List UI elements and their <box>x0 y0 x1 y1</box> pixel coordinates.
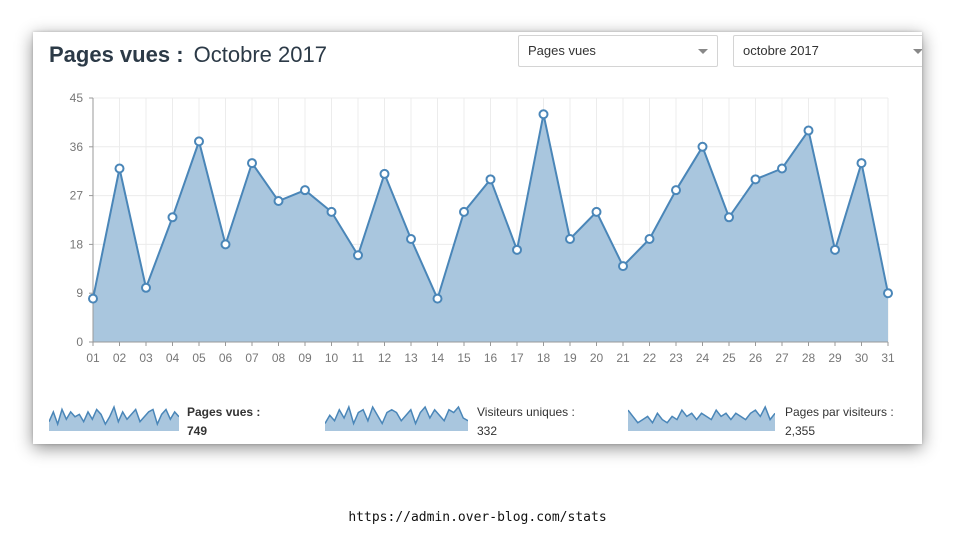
x-tick-label: 22 <box>643 351 657 365</box>
page-title: Pages vues : Octobre 2017 <box>49 42 327 68</box>
sparkline-area <box>628 407 775 431</box>
x-tick-label: 06 <box>219 351 233 365</box>
data-point <box>591 206 602 217</box>
x-tick-label: 31 <box>881 351 895 365</box>
summary-pageviews-value: 749 <box>187 424 208 438</box>
x-tick-label: 15 <box>457 351 471 365</box>
x-tick-label: 24 <box>696 351 710 365</box>
chevron-down-icon <box>913 49 922 54</box>
sparkline-line <box>49 404 179 427</box>
y-tick-label: 9 <box>76 286 83 300</box>
data-point <box>803 125 814 136</box>
data-point <box>671 185 681 196</box>
x-tick-label: 28 <box>802 351 816 365</box>
x-tick-label: 21 <box>616 351 630 365</box>
data-point <box>512 244 522 255</box>
data-point <box>724 212 734 223</box>
data-point <box>830 244 840 255</box>
x-tick-label: 18 <box>537 351 551 365</box>
month-select-value: octobre 2017 <box>743 43 819 58</box>
x-tick-label: 16 <box>484 351 498 365</box>
x-tick-label: 10 <box>325 351 339 365</box>
x-tick-label: 07 <box>245 351 259 365</box>
x-tick-label: 20 <box>590 351 604 365</box>
x-tick-label: 03 <box>139 351 153 365</box>
x-tick-label: 29 <box>828 351 842 365</box>
data-point <box>273 196 284 207</box>
x-tick-label: 14 <box>431 351 445 365</box>
title-label: Pages vues : <box>49 42 184 67</box>
data-point <box>697 141 708 152</box>
series-area <box>93 114 888 343</box>
data-point <box>883 288 893 299</box>
y-tick-label: 27 <box>70 189 84 203</box>
data-point <box>432 293 443 304</box>
x-tick-label: 13 <box>404 351 418 365</box>
data-point <box>247 158 257 169</box>
data-point <box>406 233 416 244</box>
title-period: Octobre 2017 <box>193 42 327 67</box>
data-point <box>353 250 363 261</box>
y-tick-label: 0 <box>76 335 83 349</box>
x-tick-label: 04 <box>166 351 180 365</box>
y-tick-label: 36 <box>70 140 84 154</box>
data-point <box>538 109 549 120</box>
stats-card: Pages vues : Octobre 2017 Pages vues oct… <box>33 32 922 444</box>
x-tick-label: 01 <box>86 351 100 365</box>
data-point <box>644 233 655 244</box>
x-tick-label: 19 <box>563 351 577 365</box>
data-point <box>459 206 469 217</box>
data-point <box>300 185 310 196</box>
source-url: https://admin.over-blog.com/stats <box>348 510 607 525</box>
data-point <box>326 206 337 217</box>
data-point <box>379 168 390 179</box>
x-tick-label: 02 <box>113 351 127 365</box>
data-point <box>194 136 204 147</box>
x-tick-label: 17 <box>510 351 524 365</box>
sparkline-line <box>325 404 468 426</box>
metric-select-value: Pages vues <box>528 43 596 58</box>
metric-select[interactable]: Pages vues <box>518 35 718 67</box>
x-tick-label: 09 <box>298 351 312 365</box>
chevron-down-icon <box>698 49 708 54</box>
x-tick-label: 12 <box>378 351 392 365</box>
x-tick-label: 30 <box>855 351 869 365</box>
pageviews-sparkline <box>49 404 179 431</box>
data-point <box>565 233 575 244</box>
data-point <box>777 163 787 174</box>
data-point <box>750 174 761 185</box>
summary-visitors-label: Visiteurs uniques : <box>477 405 575 419</box>
x-tick-label: 27 <box>775 351 789 365</box>
pages-per-visitor-sparkline <box>628 405 775 431</box>
summary-pageviews-label: Pages vues : <box>187 405 261 419</box>
data-point <box>88 293 98 304</box>
data-point <box>618 261 628 272</box>
sparkline-area <box>49 407 179 431</box>
summary-visitors-value: 332 <box>477 424 498 438</box>
summary-ppv-value: 2,355 <box>785 424 816 438</box>
y-tick-label: 45 <box>70 91 84 105</box>
x-tick-label: 23 <box>669 351 683 365</box>
x-tick-label: 26 <box>749 351 763 365</box>
data-point <box>141 282 151 293</box>
data-point <box>485 174 496 185</box>
summary-ppv-label: Pages par visiteurs : <box>785 405 894 419</box>
data-point <box>220 239 231 250</box>
data-point <box>856 158 867 169</box>
y-tick-label: 18 <box>70 237 84 251</box>
x-tick-label: 05 <box>192 351 206 365</box>
x-tick-label: 25 <box>722 351 736 365</box>
data-point <box>167 212 178 223</box>
x-tick-label: 08 <box>272 351 286 365</box>
sparkline-line <box>628 405 775 425</box>
month-select[interactable]: octobre 2017 <box>733 35 922 67</box>
sparkline-area <box>325 407 468 431</box>
data-point <box>114 163 125 174</box>
visitors-sparkline <box>325 404 468 431</box>
x-tick-label: 11 <box>352 351 365 365</box>
